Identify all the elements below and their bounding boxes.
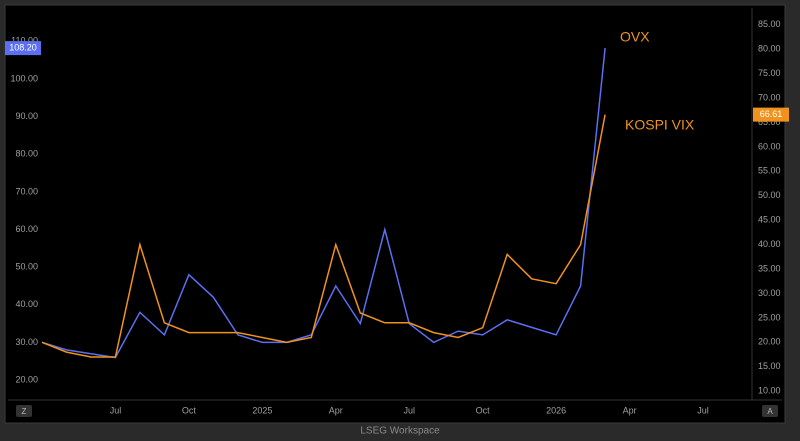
series-annotation: KOSPI VIX [625,117,695,133]
scale-button-label[interactable]: A [767,407,773,416]
last-value-label: 66.61 [760,109,783,119]
y2-tick-label: 70.00 [758,92,781,102]
y2-tick-label: 15.00 [758,361,781,371]
y-tick-label: 110.00 [11,36,38,46]
y2-tick-label: 45.00 [758,215,781,225]
last-value-label: 108.20 [9,42,37,52]
y2-tick-label: 10.00 [758,386,781,396]
y-tick-label: 70.00 [15,186,38,196]
y2-tick-label: 40.00 [758,239,781,249]
y-tick-label: 80.00 [15,149,38,159]
x-tick-label: 2025 [252,405,272,415]
y-tick-label: 30.00 [15,337,38,347]
x-tick-label: Oct [182,405,197,415]
last-value-tag [753,107,789,122]
y2-tick-label: 20.00 [758,337,781,347]
series-line [41,48,606,359]
x-tick-label: 2026 [546,405,566,415]
y2-tick-label: 30.00 [758,288,781,298]
y-tick-label: 50.00 [15,262,38,272]
y2-tick-label: 25.00 [758,312,781,322]
y2-tick-label: 55.00 [758,166,781,176]
y-tick-label: 100.00 [10,73,38,83]
x-tick-label: Jul [697,405,709,415]
y2-tick-label: 60.00 [758,141,781,151]
series-line [41,114,606,358]
y-tick-label: 60.00 [15,224,38,234]
chart-panel [4,4,786,424]
y2-tick-label: 85.00 [758,19,781,29]
y2-tick-label: 50.00 [758,190,781,200]
y2-tick-label: 35.00 [758,263,781,273]
y2-tick-label: 75.00 [758,68,781,78]
y2-tick-label: 65.00 [758,117,781,127]
last-value-tag [5,41,41,56]
series-annotation: OVX [620,29,650,45]
x-tick-label: Apr [623,405,637,415]
x-tick-label: Oct [476,405,491,415]
x-tick-label: Apr [329,405,343,415]
x-tick-label: Jul [110,405,122,415]
y2-tick-label: 80.00 [758,44,781,54]
scale-button[interactable] [762,405,778,417]
footer: LSEG Workspace [360,426,440,437]
y-tick-label: 40.00 [15,299,38,309]
y-tick-label: 20.00 [15,374,38,384]
x-tick-label: Jul [403,405,415,415]
scale-button-label[interactable]: Z [22,407,27,416]
scale-button[interactable] [16,405,32,417]
y-tick-label: 90.00 [15,111,38,121]
